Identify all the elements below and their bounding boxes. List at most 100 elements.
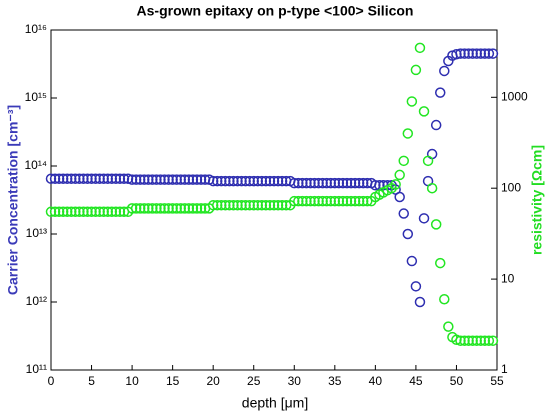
data-point [370,180,381,191]
data-point [53,173,65,184]
data-point [134,203,146,214]
data-point [207,175,219,187]
data-point [414,296,426,308]
data-point [467,48,478,59]
data-point [139,203,150,214]
data-point [220,199,231,211]
data-point [471,48,482,59]
data-point [45,206,57,218]
data-point [439,65,450,77]
data-point [102,173,114,184]
y-tick-label: 10¹⁴ [25,158,48,172]
data-point [471,335,482,346]
data-point [86,206,97,218]
data-point [163,174,174,185]
data-point [309,177,320,189]
data-point [276,199,288,211]
data-point [232,199,243,211]
data-point [106,173,118,184]
data-point [151,203,162,214]
data-point [216,175,227,187]
data-point [78,173,89,184]
data-point [463,48,474,59]
data-point [86,173,97,184]
data-point [179,203,191,214]
data-point [280,199,292,211]
data-point [211,199,223,211]
data-point [216,199,227,211]
data-point [53,206,65,218]
data-point [183,174,195,185]
data-point [260,199,272,211]
data-point [126,203,138,214]
data-point [390,179,401,190]
data-point [155,174,166,185]
data-point [426,182,438,194]
data-point [94,173,105,184]
data-point [94,206,105,218]
data-point [293,195,304,207]
data-point [325,195,337,207]
data-point [147,174,158,185]
data-point [260,175,272,187]
data-point [357,177,369,189]
x-tick-label: 35 [328,374,342,388]
data-point [82,173,93,184]
plot-frame [50,29,498,371]
data-point [341,177,353,189]
data-point [151,174,162,185]
data-point [61,206,73,218]
data-point [406,96,418,107]
data-point [82,206,93,218]
data-point [175,174,186,185]
data-point [264,199,276,211]
data-point [110,173,122,184]
data-point [305,177,316,189]
data-point [66,206,77,218]
data-point [264,175,276,187]
x-tick-label: 10 [125,374,139,388]
data-point [293,177,304,189]
data-point [439,294,450,305]
x-tick-label: 45 [409,374,423,388]
data-point [297,195,308,207]
data-point [459,48,470,59]
data-point [195,203,207,214]
data-point [232,175,243,187]
data-point [353,177,365,189]
data-point [179,174,191,185]
data-point [49,206,61,218]
x-axis-label: depth [μm] [242,395,308,411]
data-point [313,177,324,189]
y2-axis-label: resistivity [Ωcm] [529,145,545,255]
data-point [224,175,235,187]
data-point [483,48,495,59]
y2-tick-label: 1000 [501,89,528,103]
data-point [398,208,409,219]
data-point [175,203,186,214]
data-point [463,335,474,346]
data-point [430,219,442,230]
data-point [45,173,57,184]
data-point [333,195,345,207]
data-point [122,173,134,184]
data-point [70,206,81,218]
data-point [455,48,466,59]
data-point [268,175,280,187]
data-point [345,177,357,189]
data-point [329,195,341,207]
data-point [451,334,462,346]
data-point [479,335,491,346]
y2-tick-label: 10 [501,271,515,285]
data-point [434,87,446,98]
data-point [57,206,69,218]
data-point [98,173,109,184]
data-point [244,199,255,211]
data-point [57,173,69,184]
data-point [49,173,61,184]
data-point [487,335,499,346]
data-point [309,195,320,207]
data-point [333,177,345,189]
data-point [211,175,223,187]
data-point [289,195,300,207]
